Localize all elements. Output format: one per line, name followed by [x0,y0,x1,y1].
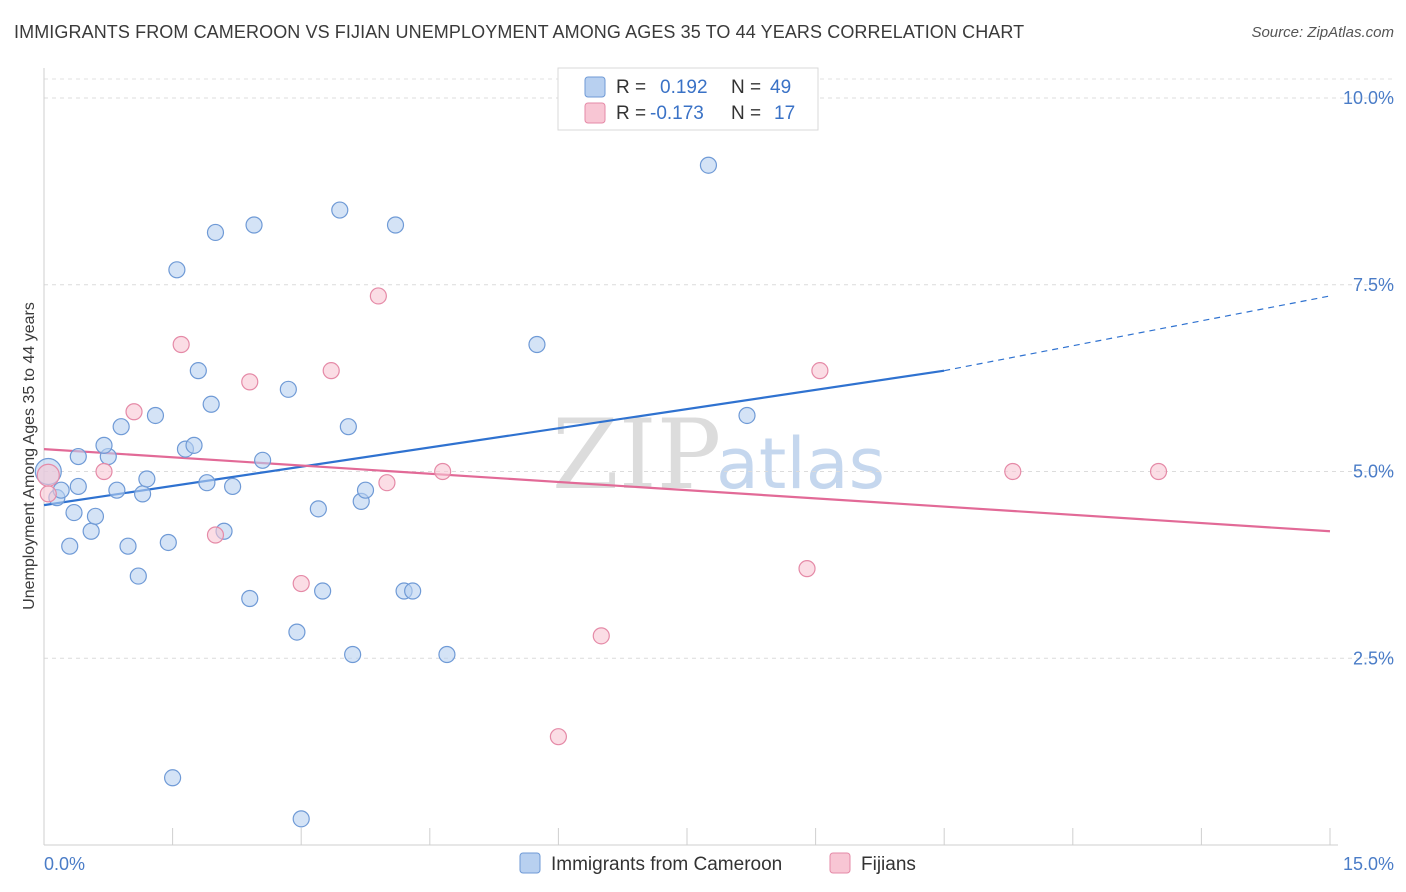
cameroon-point-31 [254,451,272,469]
cameroon-point-33 [288,623,306,641]
legend-n-value-2: 17 [774,103,795,124]
fijians-point-0 [36,463,60,487]
cameroon-point-30 [245,216,263,234]
cameroon-point-42 [386,216,405,234]
legend-r-label-2: R = [616,103,646,124]
cameroon-point-10 [108,481,126,499]
fijians-point-3 [125,403,143,421]
x-tick-label-min: 0.0% [44,854,85,874]
bottom-legend-swatch-cameroon [519,852,541,874]
fijians-point-17 [1149,462,1168,481]
cameroon-point-32 [279,380,297,398]
cameroon-point-12 [95,436,113,454]
cameroon-point-48 [738,406,756,425]
cameroon-point-14 [129,567,147,585]
fijians-point-10 [378,474,396,492]
legend-n-label-2: N = [731,103,761,124]
fijians-point-5 [206,526,225,544]
cameroon-point-28 [224,477,242,496]
fijians-point-15 [811,362,829,380]
fijians-point-14 [798,560,816,578]
y-tick-labels: 2.5% 5.0% 7.5% 10.0% [1343,88,1394,668]
axes [43,68,1338,846]
grid-lines [44,78,1392,659]
y-tick-label-2: 7.5% [1353,275,1394,295]
cameroon-point-7 [86,507,105,525]
cameroon-point-47 [699,156,718,174]
cameroon-point-16 [138,470,156,488]
cameroon-point-15 [133,485,152,503]
cameroon-point-34 [292,810,310,828]
cameroon-point-13 [119,537,137,555]
series-cameroon-points [34,156,756,828]
fijians-point-1 [39,485,57,503]
cameroon-point-23 [189,362,207,380]
cameroon-point-41 [356,481,375,499]
legend-n-label-1: N = [731,77,761,98]
cameroon-point-24 [198,474,216,492]
fijians-point-13 [592,627,610,645]
cameroon-point-46 [528,335,546,354]
watermark-atlas: atlas [716,423,885,505]
fijians-point-7 [292,574,310,593]
y-tick-label-0: 2.5% [1353,648,1394,668]
x-tick-label-max: 15.0% [1343,854,1394,874]
legend-r-value-1: 0.192 [660,77,708,98]
legend-n-value-1: 49 [770,77,791,98]
cameroon-point-20 [168,261,186,279]
fijians-point-2 [95,462,113,481]
cameroon-point-5 [61,537,79,555]
fijians-point-4 [172,335,190,354]
cameroon-point-38 [339,418,357,436]
cameroon-point-8 [69,447,87,466]
cameroon-point-45 [438,645,456,664]
cameroon-point-37 [331,201,349,219]
x-tick-marks [43,828,1331,845]
cameroon-point-25 [202,395,220,413]
fijians-point-9 [369,287,387,305]
cameroon-point-6 [82,522,100,540]
bottom-legend-swatch-fijians [829,852,851,874]
fijians-point-8 [322,362,340,380]
fijians-point-12 [549,728,568,746]
series-legend: Immigrants from Cameroon Fijians [519,852,916,875]
legend-swatch-blue [584,76,606,98]
cameroon-point-17 [146,406,165,425]
bottom-legend-label-cameroon: Immigrants from Cameroon [551,854,782,875]
fijians-point-11 [434,462,452,481]
y-tick-label-1: 5.0% [1353,462,1394,482]
trend-line-cameroon-extension [944,295,1331,372]
trend-line-cameroon [43,369,945,507]
cameroon-point-44 [404,582,422,600]
cameroon-point-35 [309,500,327,518]
cameroon-point-19 [164,769,182,787]
watermark: ZIP atlas [552,399,885,511]
fijians-point-6 [241,373,259,391]
cameroon-point-3 [65,503,83,522]
y-axis-label: Unemployment Among Ages 35 to 44 years [21,302,38,610]
y-tick-label-3: 10.0% [1343,88,1394,108]
legend-swatch-pink [584,102,606,124]
series-fijians-points [36,287,1168,746]
cameroon-point-4 [69,477,87,496]
cameroon-point-36 [314,582,332,600]
bottom-legend-label-fijians: Fijians [861,854,916,875]
fijians-point-16 [1004,462,1022,481]
chart-title: IMMIGRANTS FROM CAMEROON VS FIJIAN UNEMP… [14,22,1025,42]
cameroon-point-29 [241,589,259,608]
correlation-legend: R = 0.192 N = 49 R = -0.173 N = 17 [557,67,819,131]
cameroon-point-26 [206,223,225,242]
legend-r-value-2: -0.173 [650,103,704,124]
cameroon-point-18 [159,533,177,552]
legend-r-label-1: R = [616,77,646,98]
cameroon-point-39 [344,645,362,664]
source-label: Source: ZipAtlas.com [1251,24,1394,41]
cameroon-point-22 [185,436,203,454]
cameroon-point-11 [112,418,130,436]
